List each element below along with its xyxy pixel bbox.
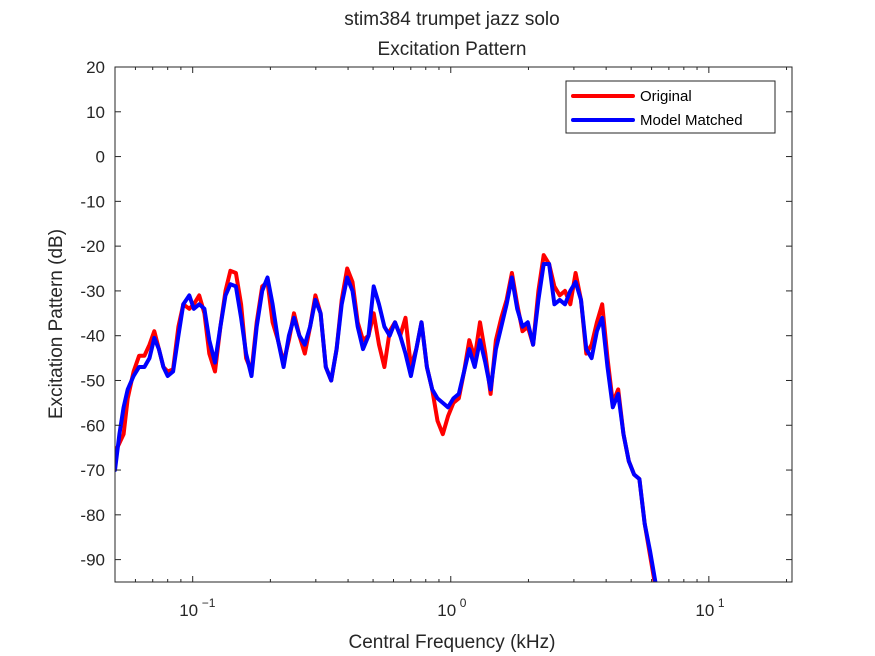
y-tick-label: -90 (80, 551, 105, 570)
x-tick-label: 10 (179, 601, 198, 620)
legend: Original Model Matched (565, 80, 776, 134)
x-axis-ticks: 10 −1 10 0 10 1 (114, 67, 788, 620)
y-tick-label: -30 (80, 282, 105, 301)
y-tick-label: -60 (80, 416, 105, 435)
x-tick-exponent: −1 (202, 596, 216, 610)
chart-title: stim384 trumpet jazz solo (344, 9, 559, 30)
legend-label-original: Original (640, 88, 692, 105)
y-tick-label: -20 (80, 237, 105, 256)
x-tick-label: 10 (437, 601, 456, 620)
y-tick-label: -50 (80, 371, 105, 390)
axes-background (115, 67, 792, 582)
y-tick-label: 0 (96, 148, 105, 167)
axes-box (114, 66, 793, 583)
chart-subtitle: Excitation Pattern (378, 39, 527, 60)
y-tick-label: -10 (80, 192, 105, 211)
legend-label-model-matched: Model Matched (640, 112, 743, 129)
plot-area: 10 −1 10 0 10 1 20 10 0 -10 -20 -30 -40 -50 -60 -70 -80… (80, 58, 793, 620)
x-axis-label: Central Frequency (kHz) (349, 632, 556, 653)
x-tick-exponent: 0 (460, 596, 467, 610)
x-tick-exponent: 1 (718, 596, 725, 610)
legend-box (565, 80, 776, 134)
series-line-model-matched (115, 262, 658, 582)
series-line-original (115, 253, 657, 582)
y-tick-label: 20 (86, 58, 105, 77)
y-tick-label: -70 (80, 461, 105, 480)
y-axis-label: Excitation Pattern (dB) (46, 229, 67, 419)
y-tick-label: -80 (80, 506, 105, 525)
series-layer (115, 253, 658, 582)
y-tick-label: -40 (80, 327, 105, 346)
x-tick-label: 10 (695, 601, 714, 620)
y-tick-label: 10 (86, 103, 105, 122)
y-axis-ticks: 20 10 0 -10 -20 -30 -40 -50 -60 -70 -80 -90 (80, 58, 792, 570)
